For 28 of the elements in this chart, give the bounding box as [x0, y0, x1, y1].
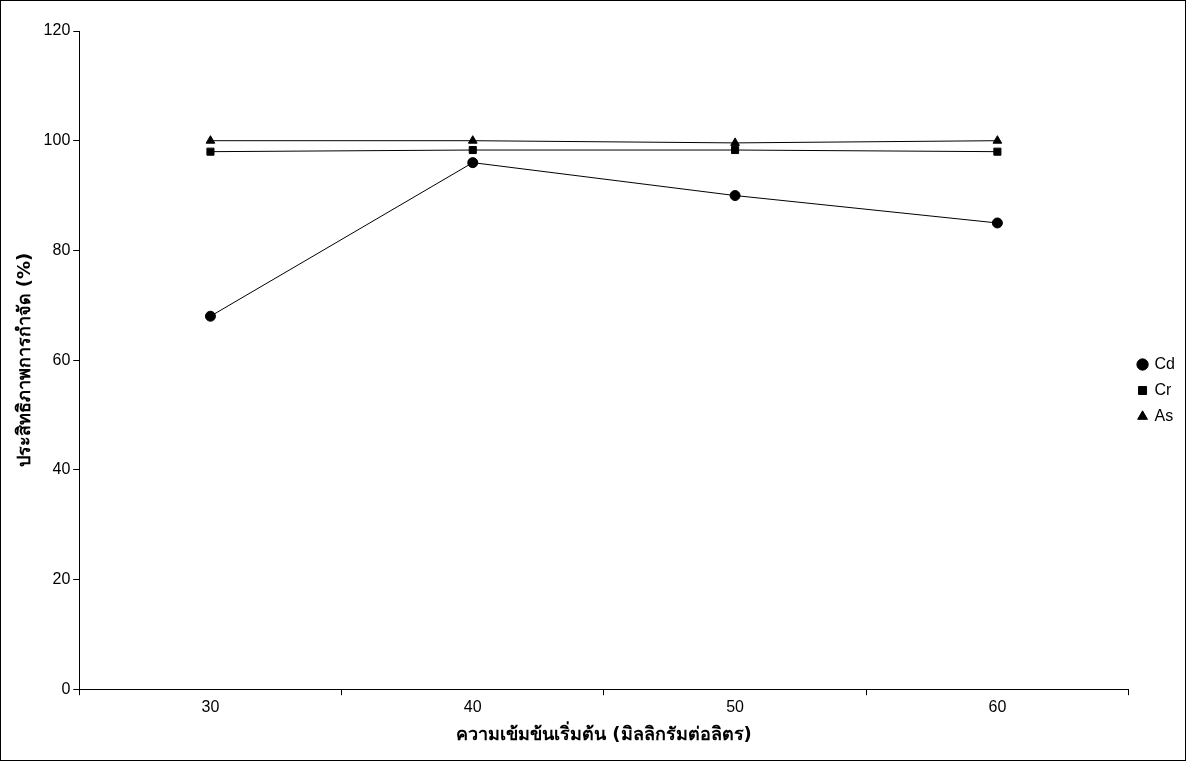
legend-label: As: [1154, 406, 1174, 424]
x-axis-title: ความเข้มข้นเริ่มต้น (มิลลิกรัมต่อลิตร): [456, 720, 752, 744]
point: [729, 190, 741, 202]
y-tick-label: 120: [43, 21, 71, 39]
point: [468, 145, 477, 155]
legend-label: Cd: [1154, 354, 1175, 372]
y-tick-label: 40: [52, 460, 71, 478]
point: [204, 310, 216, 322]
legend-label: Cr: [1154, 380, 1173, 398]
y-tick-label: 60: [52, 350, 71, 368]
point: [993, 147, 1002, 156]
x-tick-label: 40: [463, 698, 482, 716]
y-axis-title: ประสิทธิภาพการกำจัด (%): [13, 252, 35, 468]
x-tick-label: 30: [201, 698, 220, 716]
point: [467, 135, 478, 144]
x-tick-label: 50: [726, 698, 745, 716]
point: [992, 135, 1003, 144]
y-tick-label: 100: [43, 131, 71, 149]
point: [731, 145, 740, 155]
y-tick-label: 80: [52, 240, 71, 258]
point: [991, 217, 1003, 229]
point: [467, 157, 479, 169]
point: [730, 137, 740, 146]
y-tick-label: 0: [61, 679, 71, 697]
y-tick-label: 20: [52, 569, 71, 587]
point: [205, 135, 216, 144]
x-tick-label: 60: [988, 698, 1007, 716]
point: [206, 147, 215, 156]
